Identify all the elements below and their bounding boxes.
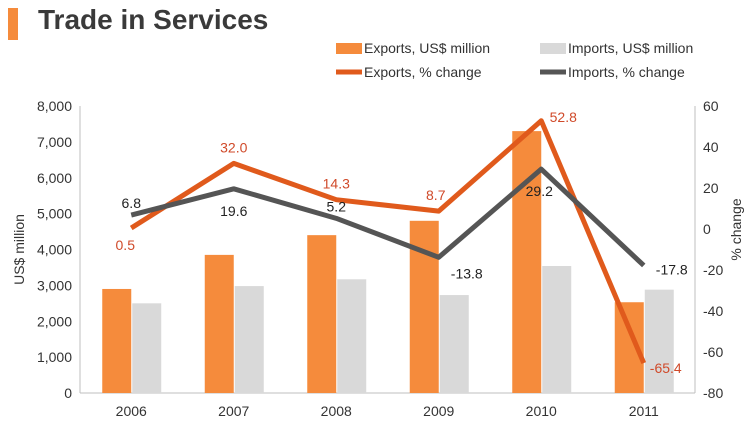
y-tick-label: 3,000	[37, 277, 72, 293]
y2-axis-title: % change	[728, 198, 744, 260]
y-tick-label: 4,000	[37, 242, 72, 258]
legend-label: Imports, US$ million	[568, 40, 693, 56]
imports-bar	[644, 289, 674, 393]
x-tick-label: 2010	[526, 403, 557, 419]
imports-change-label: -13.8	[451, 265, 483, 281]
y2-tick-label: -20	[703, 262, 723, 278]
exports-bar	[307, 235, 337, 393]
title-accent-bar	[8, 8, 18, 40]
exports-bar	[102, 288, 132, 393]
imports-bar	[337, 279, 367, 393]
exports-change-label: 0.5	[116, 237, 136, 253]
legend-label: Exports, % change	[364, 64, 482, 80]
y2-tick-label: -40	[703, 303, 723, 319]
x-tick-label: 2006	[116, 403, 147, 419]
imports-bar	[132, 303, 162, 393]
exports-change-line	[129, 118, 647, 365]
exports-bar	[204, 254, 234, 393]
y-tick-label: 0	[64, 385, 72, 401]
x-tick-label: 2007	[218, 403, 249, 419]
y-tick-label: 5,000	[37, 206, 72, 222]
y2-tick-label: 60	[703, 98, 719, 114]
exports-change-label: 14.3	[323, 176, 350, 192]
y-tick-label: 8,000	[37, 98, 72, 114]
legend-swatch	[336, 43, 362, 54]
imports-change-label: 19.6	[220, 203, 247, 219]
page-title: Trade in Services	[38, 4, 269, 35]
y-tick-label: 7,000	[37, 134, 72, 150]
y2-tick-label: 20	[703, 180, 719, 196]
y-tick-label: 6,000	[37, 170, 72, 186]
imports-change-label: 29.2	[526, 183, 553, 199]
legend-swatch	[540, 43, 566, 54]
x-tick-label: 2011	[629, 403, 659, 419]
exports-change-label: 32.0	[220, 139, 247, 155]
imports-change-label: 5.2	[327, 198, 347, 214]
y-tick-label: 1,000	[37, 349, 72, 365]
y-axis-title: US$ million	[11, 214, 27, 285]
imports-change-label: 6.8	[122, 195, 142, 211]
legend-label: Exports, US$ million	[364, 40, 490, 56]
y2-tick-label: -60	[703, 344, 723, 360]
imports-change-line	[130, 166, 646, 268]
y2-tick-label: -80	[703, 385, 723, 401]
legend-label: Imports, % change	[568, 64, 685, 80]
exports-change-label: 52.8	[550, 109, 577, 125]
y2-tick-label: 0	[703, 221, 711, 237]
exports-change-label: -65.4	[650, 360, 682, 376]
x-tick-label: 2009	[423, 403, 454, 419]
y-tick-label: 2,000	[37, 313, 72, 329]
imports-bar	[439, 295, 469, 393]
x-tick-label: 2008	[321, 403, 352, 419]
imports-bar	[542, 266, 572, 393]
imports-change-label: -17.8	[656, 261, 688, 277]
y2-tick-label: 40	[703, 139, 719, 155]
exports-change-label: 8.7	[426, 187, 446, 203]
imports-bar	[234, 286, 264, 393]
